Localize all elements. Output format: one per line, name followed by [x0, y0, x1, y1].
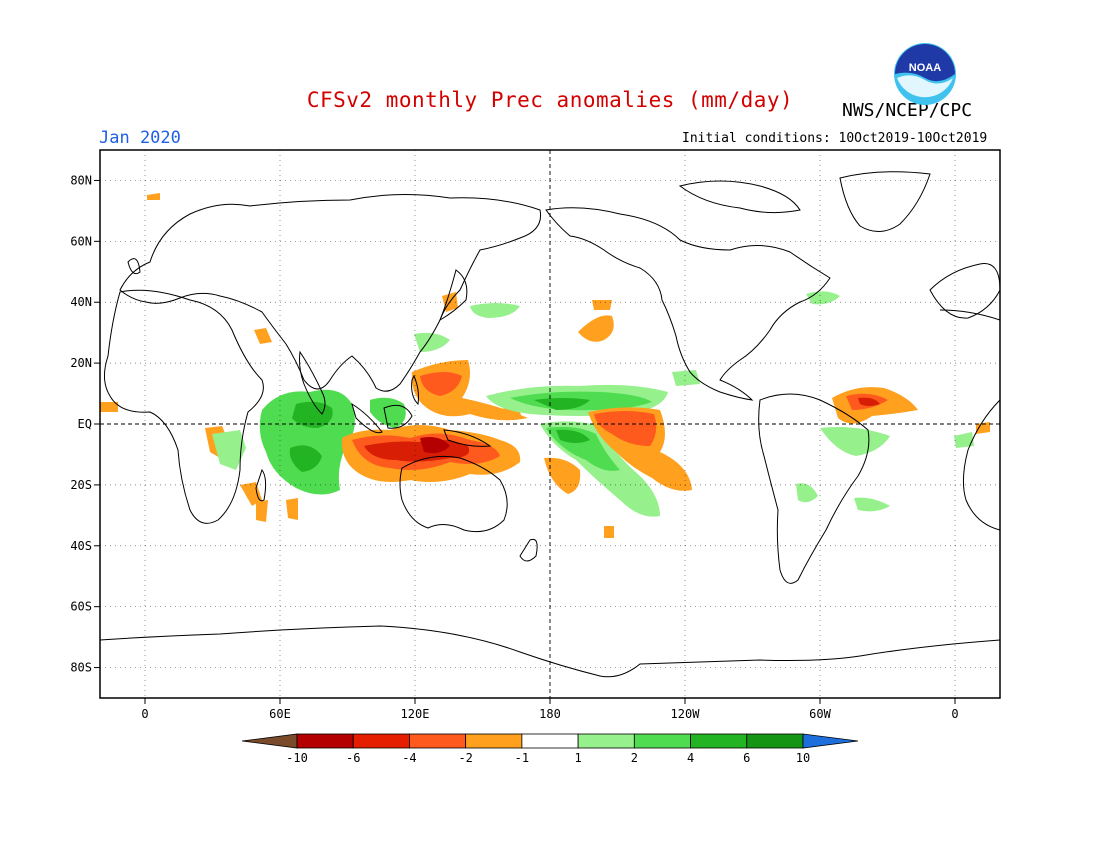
- anomaly-wet-amazon: [820, 427, 890, 456]
- anomaly-wet-spcz-core: [556, 429, 590, 443]
- noaa-logo-icon: NOAA: [894, 43, 956, 105]
- coastline-borneo: [383, 404, 413, 429]
- lat-tick-label: EQ: [78, 417, 92, 431]
- lat-tick-label: 20S: [70, 478, 92, 492]
- coastline-africa: [104, 289, 264, 524]
- colorbar-box: [409, 733, 467, 749]
- anomaly-dry-arabian: [254, 328, 272, 344]
- coastline-india: [299, 350, 326, 415]
- anomaly-dry-north-pacific-east: [578, 315, 614, 342]
- coastline-philippines: [411, 374, 419, 406]
- lon-tick-label: 0: [141, 707, 148, 721]
- anomaly-dry-central-america: [672, 370, 700, 386]
- lat-tick-label: 60S: [70, 600, 92, 614]
- anomaly-wet-north-pacific: [470, 303, 520, 318]
- anomaly-dry-maritime-core: [420, 437, 450, 454]
- coastline-north-america: [545, 207, 831, 401]
- lat-tick-label: 40S: [70, 539, 92, 553]
- colorbar: -10 -6 -4 -2 -1 1 2 4 6 10: [241, 733, 859, 765]
- colorbar-label: 2: [631, 751, 638, 765]
- forecast-month: Jan 2020: [99, 128, 181, 148]
- coastline-japan: [439, 269, 468, 322]
- colorbar-box: [690, 733, 748, 749]
- anomaly-dry-south-indian: [286, 498, 298, 520]
- anomaly-wet-south-america: [796, 483, 818, 503]
- anomaly-dry-south-africa: [256, 500, 268, 522]
- colorbar-box: [465, 733, 523, 749]
- coastline-new-zealand: [519, 538, 538, 562]
- graticule: [100, 150, 1000, 698]
- coastline-british-isles: [127, 258, 141, 275]
- lon-tick-label: 0: [951, 707, 958, 721]
- anomaly-fields: [100, 193, 990, 538]
- anomaly-wet-indian-core: [292, 401, 333, 428]
- coastline-madagascar: [255, 468, 267, 502]
- colorbar-box: [633, 733, 691, 749]
- anomaly-dry-philippine-mod: [420, 372, 462, 396]
- colorbar-label: 1: [574, 751, 581, 765]
- colorbar-label: -4: [402, 751, 416, 765]
- anomaly-wet-africa: [212, 430, 246, 470]
- anomaly-dry-atlantic-west: [100, 402, 118, 412]
- anomaly-dry-north-atlantic: [147, 193, 160, 200]
- colorbar-arrow-low: [241, 733, 298, 749]
- lat-tick-label: 40N: [70, 295, 92, 309]
- coastline-greenland: [839, 171, 931, 232]
- colorbar-label: 4: [687, 751, 694, 765]
- coastline-europe-east: [929, 263, 1000, 319]
- anomaly-dry-central-pacific-south-mod: [594, 411, 657, 446]
- lon-tick-label: 180: [539, 707, 561, 721]
- svg-text:NOAA: NOAA: [909, 62, 941, 74]
- anomaly-wet-africa-west: [954, 432, 974, 448]
- colorbar-label: -6: [346, 751, 360, 765]
- lat-tick-label: 20N: [70, 356, 92, 370]
- anomaly-wet-north-atlantic: [806, 291, 840, 305]
- colorbar-box: [352, 733, 410, 749]
- initial-conditions: Initial conditions: 10Oct2019-10Oct2019: [682, 131, 988, 146]
- coastline-new-guinea: [443, 429, 492, 447]
- colorbar-label: -10: [286, 751, 308, 765]
- anomaly-dry-fiji: [544, 457, 581, 494]
- colorbar-label: -2: [458, 751, 472, 765]
- anomaly-dry-east-atlantic: [976, 422, 990, 434]
- lat-tick-label: 80N: [70, 173, 92, 187]
- anomaly-dry-tropical-atlantic-core: [858, 397, 880, 406]
- anomaly-dry-north-pacific-small: [592, 300, 612, 310]
- anomaly-wet-central-pacific-north-core: [534, 398, 590, 410]
- coastline-antarctica: [100, 625, 1000, 678]
- lon-tick-label: 60W: [809, 707, 831, 721]
- coastlines: [100, 171, 1000, 678]
- coastline-africa-east: [939, 309, 1000, 531]
- colorbar-box: [746, 733, 804, 749]
- lat-tick-label: 60N: [70, 234, 92, 248]
- colorbar-box: [577, 733, 635, 749]
- anomaly-wet-asia: [414, 332, 450, 352]
- coastline-eurasia: [119, 193, 542, 392]
- colorbar-arrow-high: [802, 733, 859, 749]
- coastline-arctic-canada: [678, 180, 801, 214]
- longitude-labels: 0 60E 120E 180 120W 60W 0: [141, 698, 959, 721]
- colorbar-label: 6: [743, 751, 750, 765]
- colorbar-box: [521, 733, 579, 749]
- colorbar-label: -1: [515, 751, 529, 765]
- anomaly-dry-pacific-east: [604, 526, 614, 538]
- coastline-south-america: [758, 393, 870, 584]
- map-title: CFSv2 monthly Prec anomalies (mm/day): [306, 88, 794, 112]
- colorbar-box: [296, 733, 354, 749]
- lat-tick-label: 80S: [70, 661, 92, 675]
- anomaly-wet-indian-south: [289, 445, 322, 472]
- coastline-australia: [399, 455, 508, 533]
- agency-label: NWS/NCEP/CPC: [842, 100, 973, 121]
- lon-tick-label: 120W: [671, 707, 701, 721]
- colorbar-label: 10: [796, 751, 810, 765]
- lon-tick-label: 60E: [269, 707, 291, 721]
- lon-tick-label: 120E: [401, 707, 430, 721]
- anomaly-wet-south-atlantic: [854, 497, 890, 512]
- latitude-labels: 80N 60N 40N 20N EQ 20S 40S 60S 80S: [70, 173, 100, 675]
